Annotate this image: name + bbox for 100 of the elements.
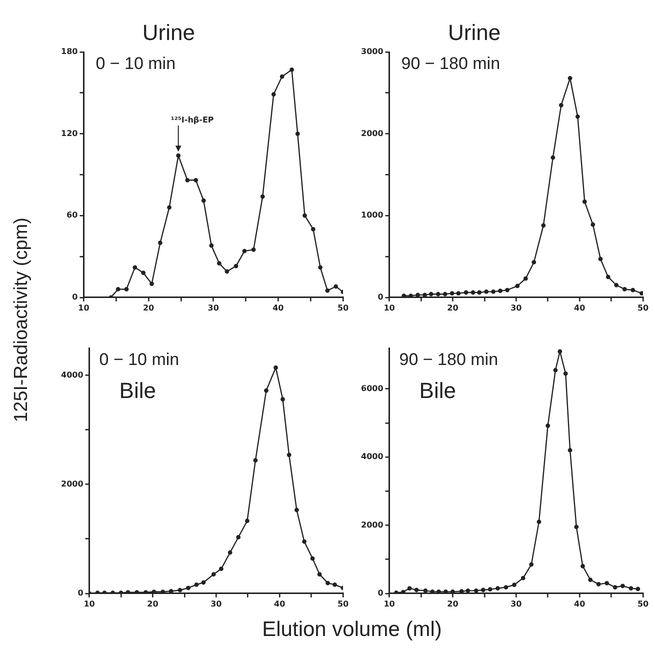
y-tick-label: 60 xyxy=(66,210,78,220)
point xyxy=(596,582,601,586)
point xyxy=(211,572,216,577)
x-tick-label: 40 xyxy=(272,303,284,312)
point xyxy=(466,588,470,593)
point xyxy=(529,562,534,567)
x-tick-label: 50 xyxy=(337,599,349,608)
point xyxy=(253,458,258,463)
x-tick-label: 20 xyxy=(447,303,459,312)
chart-subtitle: 0 − 10 min xyxy=(96,54,176,74)
point xyxy=(302,539,307,544)
y-tick-label: 3000 xyxy=(361,47,384,56)
point xyxy=(216,261,222,266)
point xyxy=(512,582,516,588)
x-tick-label: 30 xyxy=(510,303,522,312)
point xyxy=(604,580,610,586)
x-tick-label: 10 xyxy=(384,303,396,312)
y-tick-label: 2000 xyxy=(61,479,84,488)
point xyxy=(176,153,181,158)
point xyxy=(580,564,585,568)
y-tick-label: 6000 xyxy=(361,384,384,393)
point xyxy=(504,585,508,590)
point xyxy=(536,520,542,524)
point xyxy=(558,349,562,354)
point xyxy=(520,576,526,580)
point xyxy=(295,132,300,136)
chart-title: Urine xyxy=(448,20,501,46)
point xyxy=(442,292,448,296)
point xyxy=(612,585,618,590)
point xyxy=(606,274,610,280)
point xyxy=(251,247,256,252)
point xyxy=(290,68,294,72)
y-tick-label: 120 xyxy=(60,128,78,138)
point xyxy=(628,586,634,590)
point xyxy=(150,282,154,286)
point xyxy=(515,284,520,288)
point xyxy=(234,264,238,268)
x-tick-label: 10 xyxy=(78,303,90,312)
point xyxy=(407,586,412,590)
point xyxy=(209,243,214,248)
point xyxy=(505,288,510,292)
point xyxy=(541,223,546,228)
y-tick-label: 4000 xyxy=(361,452,384,462)
text: Bile xyxy=(419,378,456,404)
point xyxy=(546,424,550,428)
point xyxy=(636,586,640,592)
chart-subtitle: 90 − 180 min xyxy=(401,54,500,74)
point xyxy=(294,508,299,512)
y-tick-label: 2000 xyxy=(361,128,384,138)
point xyxy=(598,256,603,262)
point xyxy=(317,572,322,577)
point xyxy=(310,556,315,561)
point xyxy=(242,248,247,254)
point xyxy=(271,92,276,96)
point xyxy=(186,586,190,590)
point xyxy=(280,74,284,79)
point xyxy=(630,288,636,292)
x-axis-title: Elution volume (ml) xyxy=(262,618,442,642)
point xyxy=(491,289,496,294)
x-tick-label: 30 xyxy=(510,599,522,608)
y-tick-label: 4000 xyxy=(61,370,84,380)
x-tick-label: 30 xyxy=(210,599,222,608)
point xyxy=(550,155,556,160)
text: Bile xyxy=(119,378,156,404)
point xyxy=(194,178,198,182)
point xyxy=(310,227,316,232)
point xyxy=(141,270,146,276)
x-tick-label: 50 xyxy=(337,303,349,312)
point xyxy=(414,588,419,592)
point xyxy=(532,260,536,264)
point xyxy=(286,452,292,458)
point xyxy=(640,291,643,296)
point xyxy=(332,582,337,587)
y-tick-label: 0 xyxy=(378,588,384,598)
point xyxy=(228,550,232,555)
y-tick-label: 2000 xyxy=(361,520,384,530)
point xyxy=(428,292,434,296)
point xyxy=(450,291,454,296)
x-tick-label: 20 xyxy=(147,599,159,608)
y-tick-label: 0 xyxy=(78,588,84,598)
x-tick-label: 50 xyxy=(637,303,649,312)
point xyxy=(523,276,528,281)
x-tick-label: 40 xyxy=(574,599,586,608)
point xyxy=(124,287,129,292)
point xyxy=(280,397,285,402)
point xyxy=(436,292,440,296)
point xyxy=(158,240,162,246)
point xyxy=(245,518,250,524)
point xyxy=(219,566,224,572)
point xyxy=(201,580,206,585)
point xyxy=(178,588,182,592)
point xyxy=(326,580,330,586)
point xyxy=(274,365,278,370)
point xyxy=(574,524,579,530)
point xyxy=(302,213,307,218)
x-tick-label: 20 xyxy=(142,303,155,312)
y-tick-label: 180 xyxy=(60,47,78,56)
point xyxy=(116,287,120,292)
point xyxy=(264,388,268,393)
point xyxy=(622,287,627,292)
